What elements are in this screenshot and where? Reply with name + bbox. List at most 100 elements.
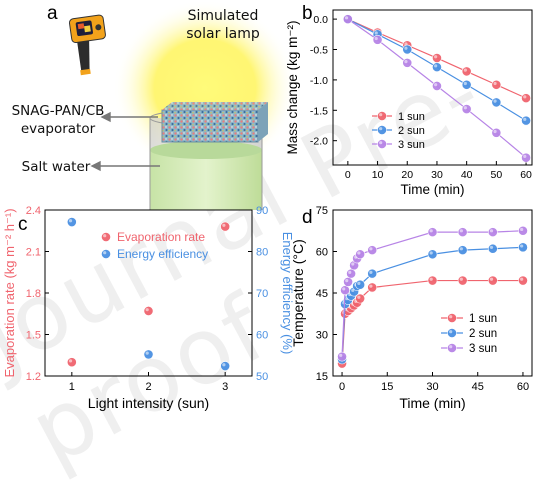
chart-d-point bbox=[487, 275, 498, 286]
chart-d-legend-label: 1 sun bbox=[469, 313, 497, 325]
chart-d-legend-marker bbox=[447, 313, 457, 323]
lamp-label-line1: Simulated bbox=[187, 8, 259, 24]
chart-d-xlabel: Time (min) bbox=[399, 395, 465, 411]
chart-d-point-shine bbox=[429, 251, 433, 255]
chart-b-xtick-label: 40 bbox=[461, 169, 473, 181]
chart-d-point bbox=[346, 268, 356, 279]
chart-d-point-shine bbox=[342, 287, 346, 291]
chart-d-ylabel: Temperature (°C) bbox=[290, 239, 306, 347]
chart-b-point-shine bbox=[434, 64, 438, 68]
chart-d-point-shine bbox=[489, 229, 494, 233]
chart-d-legend-marker-shine bbox=[449, 330, 453, 334]
chart-b-xlabel: Time (min) bbox=[401, 182, 465, 197]
chart-b-legend-marker-shine bbox=[379, 141, 383, 145]
chart-b-point-shine bbox=[493, 129, 497, 134]
chart-d-point bbox=[355, 249, 366, 260]
chart-b-legend-marker-shine bbox=[379, 127, 383, 131]
chart-c-ytick-right-label: 70 bbox=[256, 288, 268, 300]
chart-b-point-shine bbox=[404, 46, 408, 50]
chart-b-ylabel: Mass change (kg m⁻²) bbox=[285, 21, 300, 155]
chart-c-point-shine bbox=[145, 308, 149, 312]
chart-d-xtick-label: 0 bbox=[339, 381, 345, 393]
chart-d-point-shine bbox=[351, 262, 355, 266]
chart-c-ytick-right-label: 80 bbox=[256, 247, 268, 259]
chart-d-point bbox=[427, 227, 438, 238]
chart-d-point-shine bbox=[520, 244, 524, 248]
chart-d-legend-marker-shine bbox=[449, 315, 453, 319]
chart-d-point-shine bbox=[489, 245, 494, 250]
chart-d-point-shine bbox=[520, 227, 524, 232]
chart-d-xtick-label: 30 bbox=[426, 381, 438, 393]
chart-d-point bbox=[457, 245, 468, 256]
chart-d-point-shine bbox=[459, 247, 463, 251]
chart-d-point-shine bbox=[429, 229, 433, 233]
chart-d-point bbox=[340, 285, 350, 296]
chart-d-series-3 bbox=[337, 225, 528, 362]
chart-c-legend-marker-shine bbox=[103, 234, 107, 238]
chart-c-xtick-label: 3 bbox=[222, 381, 228, 393]
chart-b: 0 10 20 30 40 50 60 0.0 -0.5 -1.0 -1.5 -2.0 Time (mi… bbox=[285, 9, 533, 197]
chart-d-legend-label: 3 sun bbox=[469, 343, 497, 355]
chart-d-point bbox=[518, 242, 528, 253]
evaporator-block bbox=[161, 102, 268, 143]
chart-d-series-1 bbox=[337, 275, 528, 369]
chart-d-point-shine bbox=[489, 277, 494, 281]
chart-c-ytick-left-label: 1.2 bbox=[26, 371, 41, 383]
chart-b-point-shine bbox=[344, 16, 349, 20]
chart-c-point-shine bbox=[68, 359, 73, 363]
schematic-drawing bbox=[68, 0, 290, 210]
chart-d-legend-marker-shine bbox=[449, 345, 453, 349]
chart-d-point-shine bbox=[348, 270, 352, 274]
chart-b-legend-label: 3 sun bbox=[398, 139, 425, 151]
chart-c-legend-marker-shine bbox=[103, 251, 107, 255]
chart-c-legend-label: Evaporation rate bbox=[117, 230, 205, 244]
chart-d-point bbox=[427, 249, 438, 260]
chart-d-point bbox=[343, 277, 353, 287]
chart-d-point bbox=[367, 245, 378, 256]
evaporator-label-line2: evaporator bbox=[20, 121, 96, 137]
chart-d-point bbox=[337, 351, 347, 362]
chart-b-point-shine bbox=[374, 31, 378, 35]
chart-d-xtick-label: 45 bbox=[472, 381, 484, 393]
chart-d-point bbox=[487, 243, 498, 254]
chart-d-xtick-label: 60 bbox=[517, 381, 529, 393]
chart-b-point-shine bbox=[434, 55, 438, 59]
chart-c-point-shine bbox=[222, 363, 226, 367]
chart-b-point-shine bbox=[434, 83, 438, 87]
chart-d: 0 15 30 45 60 15 30 45 60 75 Time (min) Temperature… bbox=[290, 205, 533, 411]
chart-d-ytick-label: 60 bbox=[316, 247, 328, 259]
chart-b-point-shine bbox=[404, 59, 408, 64]
chart-c-xlabel: Light intensity (sun) bbox=[88, 395, 209, 411]
chart-c-ytick-right-label: 60 bbox=[256, 330, 268, 342]
chart-b-series-3 bbox=[342, 14, 531, 163]
chart-b-xtick-label: 30 bbox=[431, 169, 443, 181]
chart-c-ylabel-left: Evaporation rate (kg m⁻² h⁻¹) bbox=[2, 208, 17, 377]
chart-b-xtick-label: 10 bbox=[372, 169, 384, 181]
chart-d-point-shine bbox=[357, 281, 361, 285]
panel-label-d: d bbox=[302, 207, 313, 228]
chart-d-ytick-label: 30 bbox=[316, 330, 328, 342]
chart-d-ytick-label: 45 bbox=[316, 288, 328, 300]
chart-d-point bbox=[518, 225, 528, 236]
chart-b-xtick-label: 20 bbox=[401, 169, 413, 181]
chart-d-point-shine bbox=[351, 288, 355, 292]
chart-b-point-shine bbox=[523, 117, 527, 121]
chart-c-xtick-label: 2 bbox=[145, 381, 151, 393]
chart-c-series-2 bbox=[66, 217, 231, 371]
chart-d-point bbox=[355, 279, 366, 290]
chart-b-point-shine bbox=[523, 95, 527, 99]
chart-c-legend-label: Energy efficiency bbox=[117, 247, 208, 261]
chart-c-ytick-left-label: 1.5 bbox=[26, 330, 41, 342]
chart-d-point bbox=[367, 282, 378, 293]
panel-label-a: a bbox=[47, 3, 58, 24]
chart-d-point-shine bbox=[459, 229, 463, 233]
chart-c-series-1 bbox=[66, 221, 231, 368]
chart-c-xtick-label: 1 bbox=[69, 381, 75, 393]
chart-d-point-shine bbox=[369, 247, 373, 251]
chart-d-point bbox=[457, 275, 468, 286]
chart-b-legend-label: 2 sun bbox=[398, 125, 425, 137]
chart-d-point-shine bbox=[429, 277, 433, 281]
chart-b-point-shine bbox=[374, 36, 378, 41]
evaporator-arrow bbox=[100, 111, 158, 123]
chart-d-ytick-label: 15 bbox=[316, 371, 328, 383]
